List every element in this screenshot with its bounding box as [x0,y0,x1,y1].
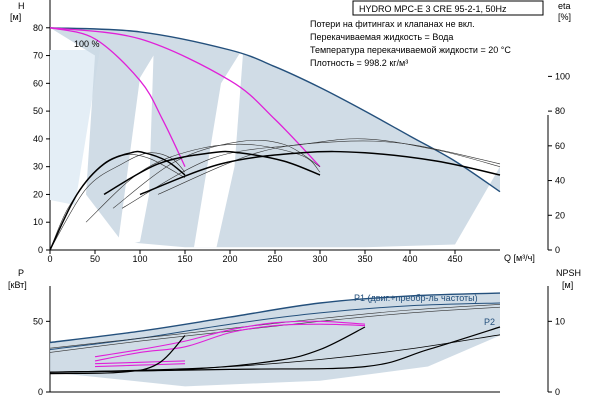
power-pink-line-4 [94,363,186,368]
x-tick-label-150: 150 [177,254,192,264]
x-tick-label-50: 50 [90,254,100,264]
y-tick-label-eta-0: 0 [555,245,560,255]
y-tick-label-p-0: 0 [38,387,43,397]
y-tick-label-h-80: 80 [33,23,43,33]
power-pink-line-1 [94,360,186,365]
y-axis-label-npsh: NPSH [556,268,581,278]
y-axis-label-p: P [18,268,24,278]
y-tick-label-eta-100: 100 [555,71,570,81]
npsh-reference-line [49,334,501,373]
efficiency-aux-line-4 [112,139,321,209]
x-tick-label-400: 400 [402,254,417,264]
power-chart-frame [49,286,549,393]
power-axis-ticks: 0 50 0 10 [33,316,565,397]
power-pink-line-2 [94,323,366,362]
head-curves [49,27,501,251]
npsh-curve-3 [49,326,501,373]
y-tick-label-h-0: 0 [38,245,43,255]
x-tick-label-200: 200 [222,254,237,264]
y-tick-label-h-40: 40 [33,134,43,144]
y-axis-unit-p: [кВт] [8,280,27,290]
y-axis-label-h: H [18,1,25,11]
head-curve-two-pumps [49,27,321,168]
x-tick-label-250: 250 [267,254,282,264]
y-tick-label-npsh-10: 10 [555,316,565,326]
y-axis-unit-eta: [%] [558,12,571,22]
head-curve-one-pump [49,27,186,167]
y-axis-unit-h: [м] [10,12,21,22]
x-tick-label-350: 350 [357,254,372,264]
head-operating-region [50,27,500,248]
y-tick-label-npsh-0: 0 [555,387,560,397]
y-tick-label-h-30: 30 [33,162,43,172]
chart-title: HYDRO MPC-E 3 CRE 95-2-1, 50Hz [359,4,507,14]
power-axis-labels: P [кВт] NPSH [м] [8,268,581,290]
y-axis-label-eta: eta [558,1,571,11]
y-tick-label-eta-60: 60 [555,141,565,151]
head-axis-labels: H [м] eta [%] Q [м³/ч] [10,1,571,263]
chart-title-box: HYDRO MPC-E 3 CRE 95-2-1, 50Hz [352,0,544,16]
power-curves [49,292,501,375]
x-tick-label-0: 0 [47,254,52,264]
y-tick-label-h-10: 10 [33,217,43,227]
efficiency-curve-3 [139,150,501,196]
y-tick-label-eta-40: 40 [555,176,565,186]
head-axis-ticks: 0 50 100 150 200 250 300 350 400 4500102030405060… [33,23,570,264]
series-label-p1: P1 (двиг.+преобр-ль частоты) [354,293,478,303]
head-max-envelope-line [49,27,501,193]
y-tick-label-h-50: 50 [33,106,43,116]
head-low-flow-region [50,50,100,205]
chart-notes: Потери на фитингах и клапанах не вкл. Пе… [310,19,511,68]
note-liquid: Перекачиваемая жидкость = Вода [310,32,453,42]
efficiency-curve-2 [103,150,321,196]
x-tick-label-300: 300 [312,254,327,264]
y-tick-label-h-20: 20 [33,189,43,199]
efficiency-aux-line-6 [157,140,501,195]
y-axis-unit-npsh: [м] [562,280,573,290]
x-axis-label-q: Q [м³/ч] [504,253,535,263]
note-temperature: Температура перекачиваемой жидкости = 20… [310,45,511,55]
power-p1-line [49,292,501,344]
x-tick-label-450: 450 [447,254,462,264]
head-operating-area [50,27,500,248]
note-losses: Потери на фитингах и клапанах не вкл. [310,19,475,29]
power-pink-line-3 [94,320,366,358]
y-tick-label-h-60: 60 [33,78,43,88]
speed-annotation: 100 % [74,39,100,49]
power-aux-line-1 [49,304,501,349]
y-tick-label-eta-80: 80 [555,106,565,116]
y-tick-label-h-70: 70 [33,51,43,61]
series-label-p2: P2 [484,317,495,327]
y-tick-label-p-50: 50 [33,316,43,326]
efficiency-aux-line-5 [121,138,501,209]
x-tick-label-100: 100 [132,254,147,264]
y-tick-label-eta-20: 20 [555,210,565,220]
head-gap-region-2 [194,47,244,248]
power-aux-line-2 [49,306,501,353]
note-density: Плотность = 998.2 кг/м³ [310,58,408,68]
